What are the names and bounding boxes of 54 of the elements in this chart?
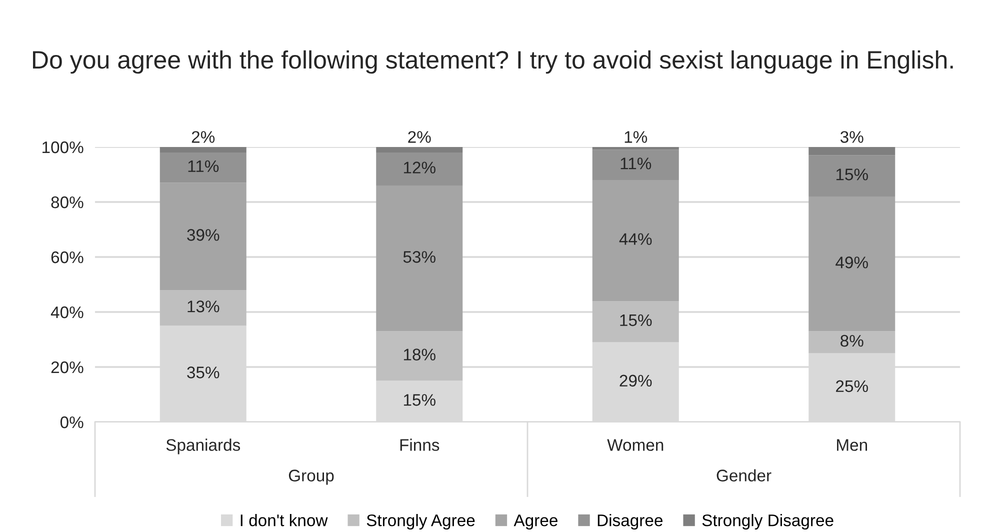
- data-label: 25%: [836, 380, 868, 392]
- legend-label: I don't know: [240, 514, 328, 526]
- legend-label: Disagree: [598, 514, 662, 530]
- data-label: 49%: [836, 256, 868, 268]
- bar: [808, 331, 896, 354]
- data-label: 11%: [620, 158, 652, 170]
- bar: [160, 152, 246, 183]
- bar: [376, 152, 463, 186]
- bar: [160, 290, 246, 326]
- bar: [160, 147, 246, 152]
- x-tick-label: Finns: [400, 438, 440, 451]
- bar: [592, 180, 679, 301]
- data-label: 29%: [620, 374, 652, 387]
- data-label: 2%: [408, 131, 431, 143]
- bar: [592, 147, 679, 150]
- data-label: 35%: [187, 366, 220, 378]
- data-label: 3%: [840, 131, 864, 143]
- data-label: 15%: [620, 314, 652, 326]
- legend-label: Strongly Disagree: [702, 514, 834, 530]
- y-tick-label: 20%: [51, 361, 84, 374]
- bar: [376, 186, 463, 332]
- data-label: 44%: [619, 233, 652, 245]
- data-label: 12%: [404, 162, 436, 174]
- data-label: 15%: [836, 168, 868, 180]
- bar: [376, 331, 463, 381]
- text: Gender: [716, 469, 772, 482]
- bar: [808, 155, 896, 196]
- data-label: 2%: [192, 131, 215, 143]
- y-tick-label: 40%: [50, 306, 84, 318]
- data-label: 15%: [404, 394, 436, 406]
- y-tick-label: 0%: [60, 416, 84, 428]
- x-tick-label: Spaniards: [166, 438, 240, 454]
- legend-label: Strongly Agree: [366, 514, 475, 530]
- y-tick-label: 100%: [42, 141, 84, 154]
- bar: [592, 301, 679, 342]
- chart-title: Do you agree with the following statement? I try to avoid sexist language in English.: [33, 50, 953, 74]
- data-label: 11%: [188, 160, 219, 172]
- data-label: 8%: [840, 334, 864, 347]
- bar: [160, 182, 246, 290]
- bar: [808, 196, 896, 332]
- data-label: 1%: [624, 131, 648, 143]
- bar: [808, 147, 896, 156]
- bar: [592, 150, 679, 180]
- text: Group: [288, 470, 334, 485]
- data-label: 39%: [187, 229, 220, 241]
- data-label: 13%: [188, 300, 220, 312]
- y-tick-label: 60%: [51, 251, 84, 264]
- legend-label: Agree: [514, 514, 558, 530]
- bar: [376, 147, 463, 152]
- x-tick-label: Women: [607, 439, 664, 451]
- data-label: 53%: [403, 251, 436, 263]
- y-tick-label: 80%: [51, 196, 84, 208]
- data-label: 18%: [404, 348, 436, 360]
- x-tick-label: Men: [837, 439, 868, 451]
